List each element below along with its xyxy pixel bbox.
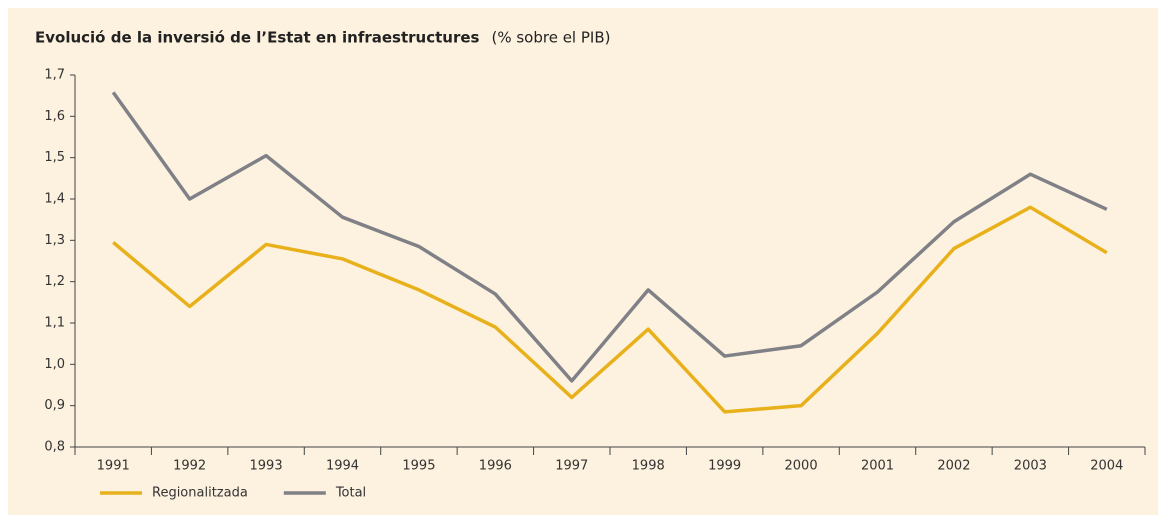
- y-tick-label: 0,9: [44, 398, 65, 413]
- x-tick-label: 2003: [1014, 459, 1047, 474]
- x-tick-label: 1994: [326, 459, 359, 474]
- x-tick-label: 1996: [479, 459, 512, 474]
- background: [8, 8, 1158, 515]
- y-tick-label: 1,1: [44, 316, 65, 331]
- x-tick-label: 1993: [250, 459, 283, 474]
- line-series: [112, 205, 1108, 414]
- x-tick-label: 2002: [937, 459, 970, 474]
- y-tick-label: 1,0: [44, 357, 65, 372]
- line-series: [111, 91, 1108, 383]
- chart-title: Evolució de la inversió de l’Estat en in…: [35, 29, 480, 47]
- x-tick-label: 2000: [785, 459, 818, 474]
- y-tick-label: 1,2: [44, 274, 65, 289]
- x-tick-label: 2004: [1090, 459, 1123, 474]
- y-tick-label: 0,8: [44, 440, 65, 455]
- x-tick-label: 1998: [632, 459, 665, 474]
- x-tick-label: 1992: [173, 459, 206, 474]
- y-tick-label: 1,3: [44, 233, 65, 248]
- x-tick-label: 1997: [555, 459, 588, 474]
- x-tick-label: 2001: [861, 459, 894, 474]
- y-tick-label: 1,6: [44, 109, 65, 124]
- y-tick-label: 1,5: [44, 150, 65, 165]
- legend-label: Total: [335, 486, 366, 501]
- x-tick-label: 1995: [402, 459, 435, 474]
- x-tick-label: 1999: [708, 459, 741, 474]
- y-tick-label: 1,4: [44, 192, 65, 207]
- x-tick-label: 1991: [97, 459, 130, 474]
- legend-label: Regionalitzada: [152, 486, 248, 501]
- y-tick-label: 1,7: [44, 68, 65, 83]
- chart-subtitle: (% sobre el PIB): [491, 29, 610, 47]
